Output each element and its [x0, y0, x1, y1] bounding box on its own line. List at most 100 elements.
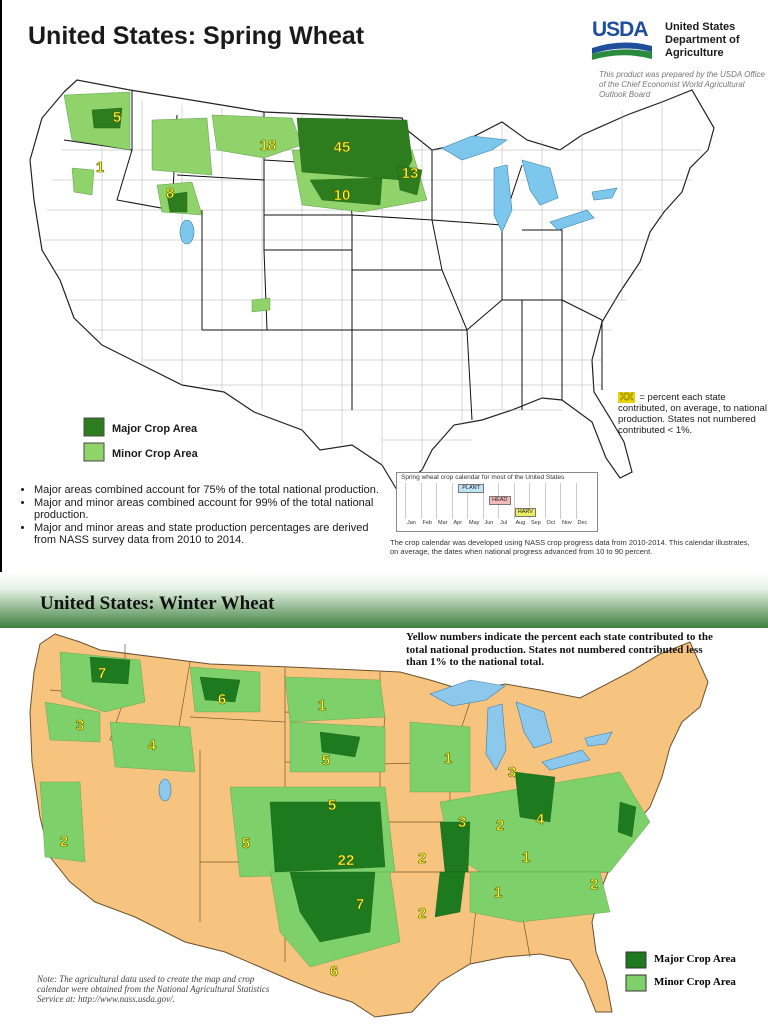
- calendar-month-label: Jan: [407, 520, 416, 526]
- spring-state-label-nd: 45: [334, 139, 351, 156]
- calendar-month-label: Nov: [562, 520, 572, 526]
- calendar-gridline: [436, 483, 437, 519]
- calendar-month-label: Jun: [484, 520, 494, 526]
- winter-state-label-tx: 6: [330, 963, 338, 980]
- calendar-stage-harv: HARV: [515, 508, 536, 517]
- winter-state-label-oh: 4: [536, 811, 545, 828]
- winter-state-label-mo: 2: [418, 850, 426, 867]
- calendar-stage-plant: PLANT: [457, 484, 485, 493]
- winter-state-label-mt: 6: [218, 691, 226, 708]
- spring-legend: Major Crop Area Minor Crop Area: [112, 420, 198, 463]
- bullet-item: Major areas combined account for 75% of …: [34, 484, 384, 496]
- winter-state-label-nd: 1: [318, 697, 326, 714]
- winter-state-label-il: 3: [458, 814, 466, 831]
- winter-header-band: [0, 572, 768, 628]
- usda-agency-line: United States: [665, 21, 736, 33]
- minor-crop-swatch: [83, 442, 105, 462]
- calendar-gridline: [513, 483, 515, 519]
- winter-state-label-or: 3: [76, 717, 84, 734]
- spring-bullets: Major areas combined account for 75% of …: [20, 484, 384, 547]
- major-crop-swatch: [83, 417, 105, 437]
- legend-major: Major Crop Area: [112, 420, 198, 438]
- winter-title: United States: Winter Wheat: [40, 593, 275, 614]
- winter-state-label-mi: 3: [508, 764, 516, 781]
- winter-footnote: Note: The agricultural data used to crea…: [37, 974, 270, 1004]
- winter-major-crop-areas: [89, 656, 637, 943]
- usda-agency-name: United States Department of Agriculture: [665, 21, 765, 60]
- winter-legend: Major Crop Area Minor Crop Area: [654, 953, 736, 992]
- bullet-item: Major and minor areas and state producti…: [34, 522, 384, 546]
- winter-minor-swatch: [625, 974, 647, 992]
- winter-state-label-wa: 7: [98, 665, 106, 682]
- calendar-month-label: Sep: [531, 520, 541, 526]
- legend-major-label: Major Crop Area: [112, 423, 198, 435]
- xx-badge: XX: [618, 392, 636, 403]
- spring-title: United States: Spring Wheat: [28, 22, 365, 50]
- calendar-month-label: Mar: [438, 520, 448, 526]
- winter-legend-major: Major Crop Area: [654, 953, 736, 965]
- great-salt-lake: [179, 219, 195, 245]
- winter-wheat-panel: United States: Winter Wheat: [0, 572, 768, 1024]
- usda-logo-swoosh-icon: [592, 42, 652, 60]
- winter-state-label-ca: 2: [60, 833, 68, 850]
- spring-state-label-wa: 5: [113, 109, 121, 126]
- calendar-month-label: Aug: [515, 520, 526, 526]
- great-lakes: [441, 135, 618, 233]
- xx-note-text: = percent each state contributed, on ave…: [618, 392, 767, 436]
- spring-state-label-sd: 10: [334, 187, 351, 204]
- calendar-month-label: May: [469, 520, 480, 526]
- calendar-gridline: [467, 483, 468, 519]
- calendar-month-label: Oct: [546, 520, 556, 526]
- usda-prepared-note: This product was prepared by the USDA Of…: [599, 70, 765, 99]
- calendar-gridline: [575, 483, 577, 519]
- spring-state-label-mn: 13: [402, 165, 419, 182]
- winter-major-swatch: [625, 951, 647, 969]
- usda-agency-line: Department of: [665, 34, 740, 46]
- winter-state-label-ok: 7: [356, 896, 364, 913]
- calendar-month-label: Feb: [422, 520, 432, 526]
- spring-state-label-mt: 18: [260, 137, 277, 154]
- calendar-note: The crop calendar was developed using NA…: [390, 538, 750, 556]
- spring-state-label-or: 1: [96, 159, 104, 176]
- winter-state-label-sd: 5: [322, 752, 330, 769]
- calendar-month-label: Dec: [577, 520, 588, 526]
- winter-state-label-ne: 5: [328, 797, 336, 814]
- crop-calendar: Spring wheat crop calendar for most of t…: [396, 472, 598, 532]
- calendar-title: Spring wheat crop calendar for most of t…: [401, 474, 565, 481]
- winter-state-label-tn: 1: [494, 884, 502, 901]
- calendar-gridline: [420, 483, 422, 519]
- state-borders: [63, 90, 603, 421]
- winter-state-label-in: 2: [496, 817, 504, 834]
- calendar-gridline: [405, 483, 406, 519]
- usda-agency-line: Agriculture: [665, 47, 724, 59]
- winter-state-label-wi: 1: [444, 750, 452, 767]
- legend-minor-label: Minor Crop Area: [112, 448, 198, 460]
- winter-great-salt-lake: [158, 778, 172, 802]
- winter-legend-minor: Minor Crop Area: [654, 976, 736, 988]
- calendar-gridline: [560, 483, 561, 519]
- spring-wheat-panel: United States: Spring Wheat USDA United …: [0, 0, 768, 572]
- winter-state-label-ky: 1: [522, 849, 530, 866]
- legend-minor: Minor Crop Area: [112, 445, 198, 463]
- usda-logo: USDA: [592, 18, 652, 60]
- winter-note: Yellow numbers indicate the percent each…: [406, 631, 713, 668]
- spring-state-label-id: 8: [166, 185, 174, 202]
- winter-state-label-id: 4: [148, 737, 157, 754]
- calendar-month-label: Jul: [500, 520, 508, 526]
- winter-state-label-co: 5: [242, 835, 250, 852]
- calendar-stage-head: HEAD: [488, 496, 511, 505]
- spring-major-crop-areas: [91, 107, 423, 213]
- calendar-month-label: Apr: [453, 520, 463, 526]
- calendar-gridline: [482, 483, 484, 519]
- calendar-gridline: [529, 483, 530, 519]
- winter-state-label-ks: 22: [338, 852, 355, 869]
- winter-state-label-nc: 2: [590, 876, 598, 893]
- calendar-gridline: [544, 483, 546, 519]
- calendar-gridline: [451, 483, 453, 519]
- winter-great-lakes: [429, 679, 613, 771]
- usda-logo-text: USDA: [592, 18, 649, 41]
